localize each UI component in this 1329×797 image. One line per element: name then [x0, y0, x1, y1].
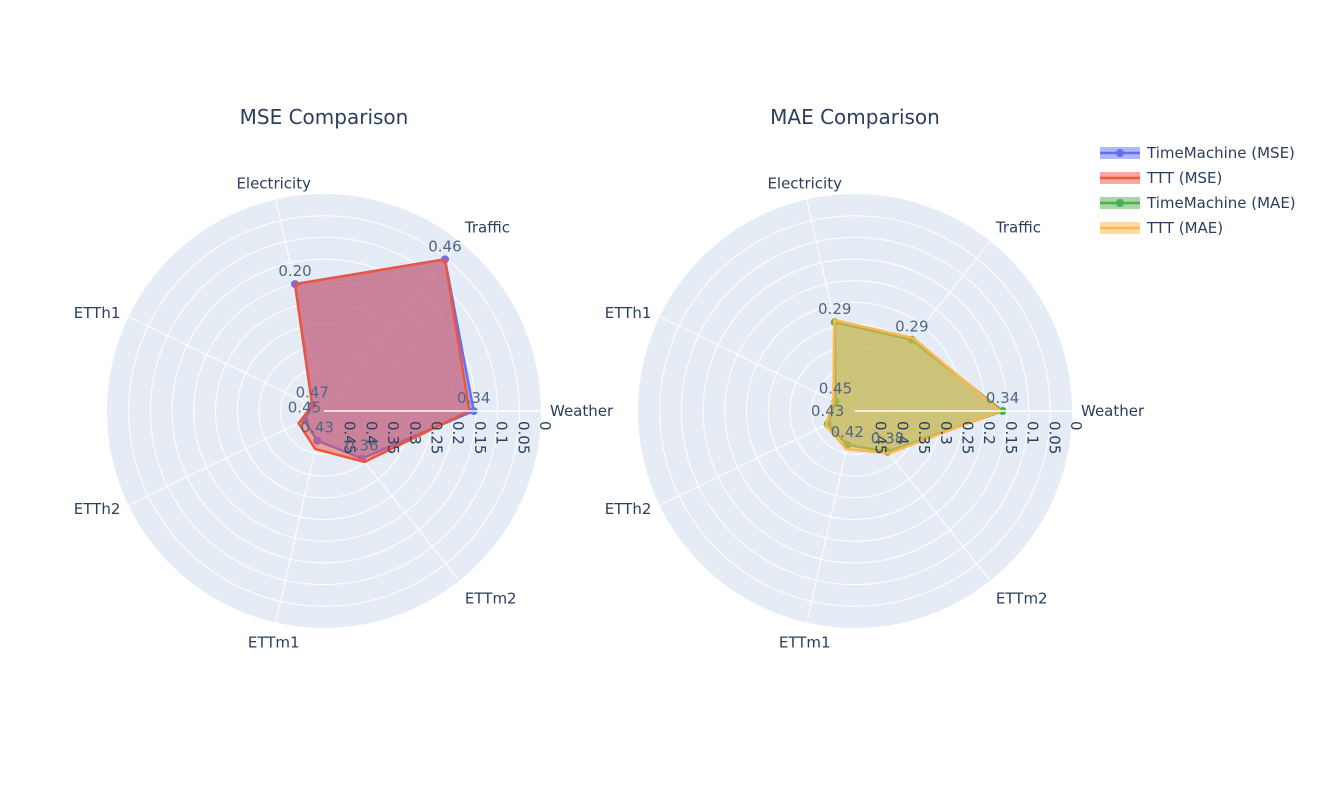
data-label: 0.38	[871, 430, 904, 448]
radial-tick-label: 0.3	[406, 421, 424, 445]
category-label: Weather	[550, 402, 614, 420]
category-label: ETTm2	[465, 590, 517, 608]
legend-item[interactable]: TTT (MSE)	[1100, 169, 1222, 187]
angular-gridline	[659, 410, 856, 506]
legend-label: TTT (MAE)	[1146, 219, 1223, 237]
radial-tick-label: 0.05	[1045, 421, 1063, 454]
chart-title: MAE Comparison	[770, 105, 940, 129]
legend-marker	[1116, 199, 1124, 207]
data-label: 0.42	[831, 423, 864, 441]
category-label: ETTm2	[996, 590, 1048, 608]
data-label: 0.29	[895, 318, 928, 336]
radial-tick-label: 0.25	[428, 421, 446, 454]
chart-title: MSE Comparison	[240, 105, 409, 129]
radial-tick-label: 0.1	[493, 421, 511, 445]
radial-tick-label: 0.3	[937, 421, 955, 445]
radial-tick-label: 0.2	[980, 421, 998, 445]
category-label: ETTm1	[248, 633, 300, 651]
mae-radar-chart: MAE Comparison 00.050.10.150.20.250.30.3…	[605, 105, 1145, 651]
radial-tick-label: 0.35	[384, 421, 402, 454]
legend-item[interactable]: TimeMachine (MAE)	[1100, 194, 1296, 212]
category-label: Traffic	[995, 218, 1041, 236]
radial-tick-label: 0.4	[893, 421, 911, 445]
category-label: Electricity	[236, 175, 311, 193]
category-label: Weather	[1081, 402, 1145, 420]
category-label: Electricity	[767, 175, 842, 193]
category-label: ETTh1	[74, 304, 121, 322]
radial-tick-label: 0.05	[514, 421, 532, 454]
category-label: ETTh1	[605, 304, 652, 322]
radial-tick-label: 0.25	[959, 421, 977, 454]
radial-tick-label: 0.2	[449, 421, 467, 445]
mse-radar-chart: MSE Comparison 00.050.10.150.20.250.30.3…	[74, 105, 614, 651]
data-label: 0.36	[345, 437, 378, 455]
data-label: 0.45	[819, 380, 852, 398]
legend-label: TimeMachine (MAE)	[1146, 194, 1296, 212]
legend-item[interactable]: TTT (MAE)	[1100, 219, 1223, 237]
radial-tick-label: 0.35	[915, 421, 933, 454]
radial-tick-label: 0	[1067, 421, 1085, 431]
data-label: 0.43	[811, 402, 844, 420]
angular-gridline	[659, 316, 856, 412]
radial-tick-label: 0.4	[362, 421, 380, 445]
radial-tick-label: 0	[536, 421, 554, 431]
category-label: ETTh2	[74, 500, 121, 518]
legend-label: TTT (MSE)	[1146, 169, 1222, 187]
angular-gridline	[128, 410, 325, 506]
legend-marker	[1116, 149, 1124, 157]
data-label: 0.20	[278, 262, 311, 280]
radial-tick-label: 0.15	[471, 421, 489, 454]
data-label: 0.29	[818, 300, 851, 318]
series-ttt-mae-[interactable]	[824, 318, 1002, 455]
angular-gridline	[128, 316, 325, 412]
legend-label: TimeMachine (MSE)	[1146, 144, 1295, 162]
data-label: 0.45	[288, 398, 321, 416]
data-label: 0.34	[986, 389, 1019, 407]
series-area[interactable]	[824, 318, 1002, 455]
category-label: ETTh2	[605, 500, 652, 518]
category-label: ETTm1	[779, 633, 831, 651]
data-label: 0.43	[301, 419, 334, 437]
category-label: Traffic	[464, 218, 510, 236]
radial-tick-label: 0.45	[872, 421, 890, 454]
radial-axis: 0 0.050.10.150.20.250.30.350.40.45	[324, 410, 554, 454]
data-label: 0.47	[296, 383, 329, 401]
radial-tick-label: 0.45	[341, 421, 359, 454]
radial-tick-label: 0.1	[1024, 421, 1042, 445]
legend[interactable]: TimeMachine (MSE) TTT (MSE) TimeMachine (M…	[1100, 144, 1296, 237]
data-label: 0.46	[428, 237, 461, 255]
radial-axis: 0 0.050.10.150.20.250.30.350.40.45	[855, 410, 1085, 454]
legend-item[interactable]: TimeMachine (MSE)	[1100, 144, 1295, 162]
radial-tick-label: 0.15	[1002, 421, 1020, 454]
data-label: 0.34	[457, 389, 490, 407]
